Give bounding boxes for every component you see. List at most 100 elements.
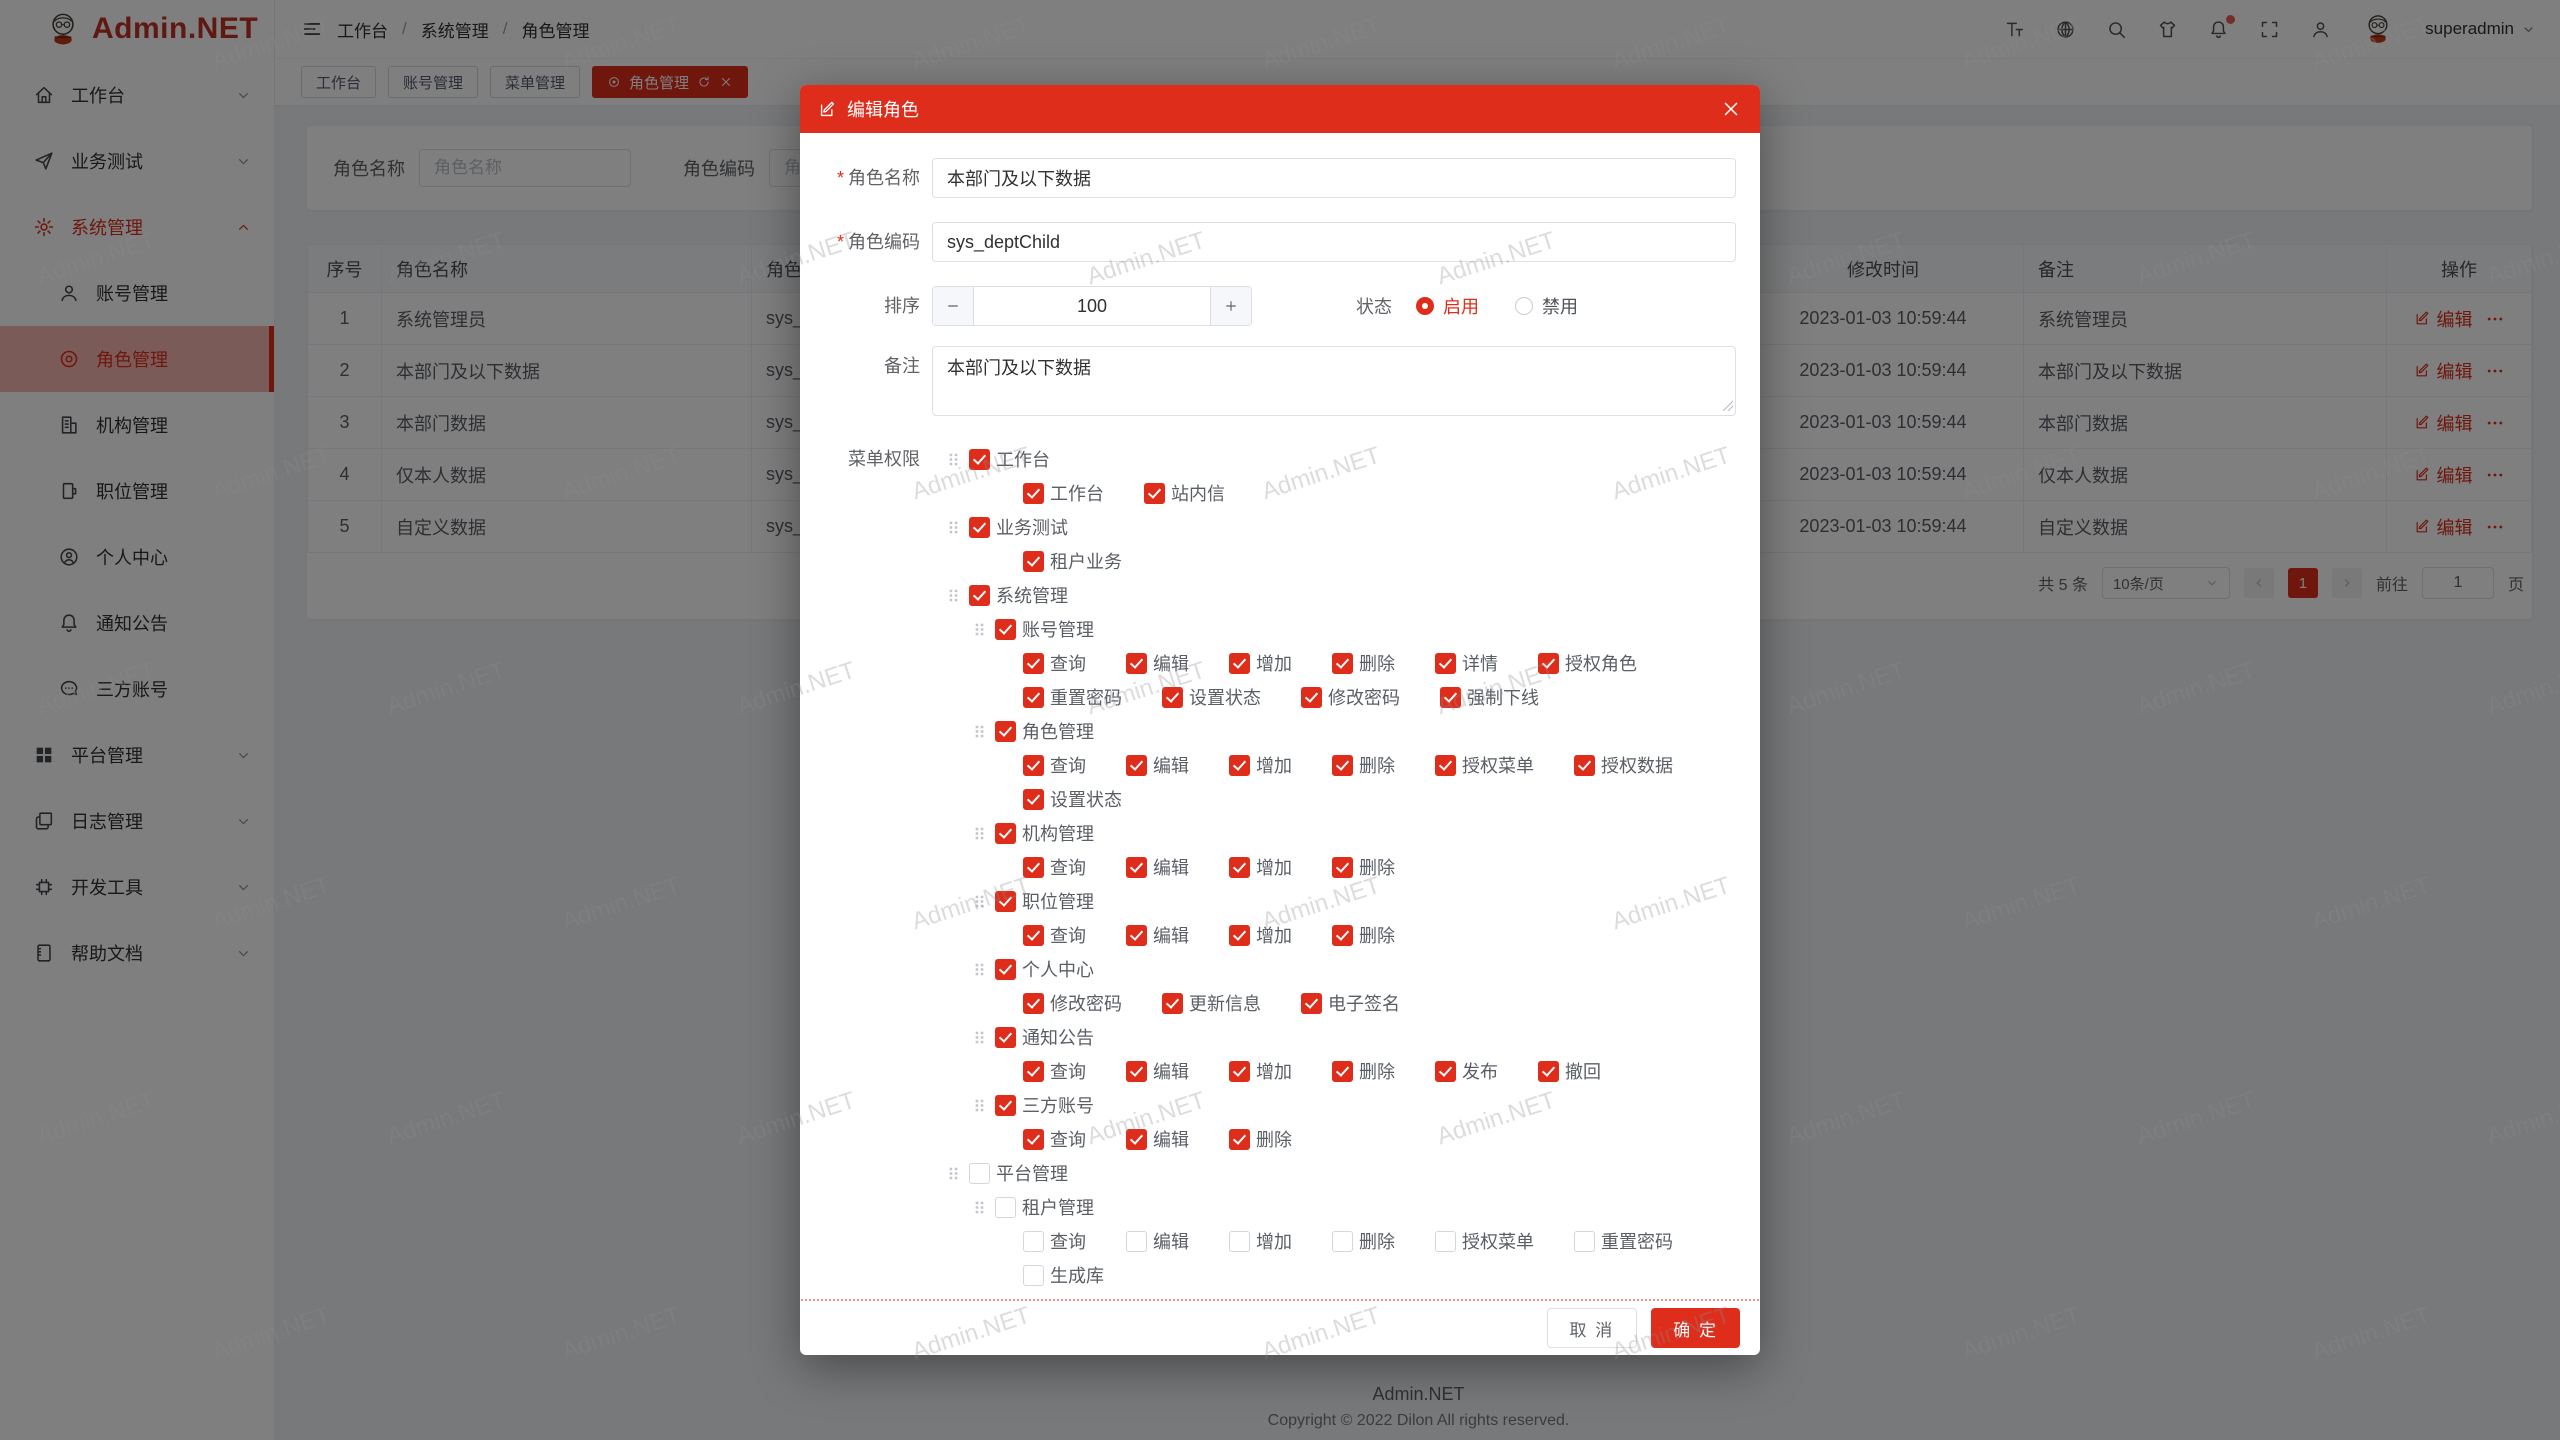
- permission-checkbox[interactable]: [1023, 1128, 1044, 1150]
- tree-node-checkbox[interactable]: [969, 584, 990, 606]
- drag-handle-icon[interactable]: [971, 825, 988, 842]
- drag-handle-icon[interactable]: [971, 961, 988, 978]
- permission-label: 查询: [1050, 1062, 1086, 1082]
- tree-node-label: 机构管理: [1022, 824, 1094, 844]
- permission-checkbox[interactable]: [1126, 856, 1147, 878]
- permission-checkbox[interactable]: [1126, 1128, 1147, 1150]
- tree-node-checkbox[interactable]: [969, 516, 990, 538]
- tree-node-checkbox[interactable]: [995, 822, 1016, 844]
- permission-item: 查询: [1023, 1058, 1086, 1084]
- permission-checkbox[interactable]: [1332, 754, 1353, 776]
- sort-value[interactable]: 100: [1076, 295, 1108, 316]
- permission-checkbox[interactable]: [1435, 754, 1456, 776]
- permission-checkbox[interactable]: [1023, 550, 1044, 572]
- permission-checkbox[interactable]: [1144, 482, 1165, 504]
- permission-checkbox[interactable]: [1435, 1230, 1456, 1252]
- permission-checkbox[interactable]: [1574, 1230, 1595, 1252]
- permission-checkbox[interactable]: [1332, 652, 1353, 674]
- drag-handle-icon[interactable]: [971, 893, 988, 910]
- permission-checkbox[interactable]: [1023, 1264, 1044, 1286]
- permission-item: 生成库: [1023, 1262, 1104, 1288]
- permission-checkbox[interactable]: [1229, 652, 1250, 674]
- permission-checkbox[interactable]: [1332, 1060, 1353, 1082]
- permission-checkbox[interactable]: [1301, 686, 1322, 708]
- permission-checkbox[interactable]: [1301, 992, 1322, 1014]
- permission-label: 详情: [1462, 654, 1498, 674]
- permission-checkbox[interactable]: [1229, 1128, 1250, 1150]
- permission-checkbox[interactable]: [1229, 856, 1250, 878]
- permission-checkbox[interactable]: [1332, 856, 1353, 878]
- increase-button[interactable]: [1210, 287, 1251, 325]
- drag-handle-icon[interactable]: [945, 519, 962, 536]
- role-code-input[interactable]: [932, 222, 1736, 262]
- permission-checkbox[interactable]: [1023, 1060, 1044, 1082]
- drag-handle-icon[interactable]: [945, 587, 962, 604]
- tree-node-checkbox[interactable]: [969, 448, 990, 470]
- permission-checkbox[interactable]: [1435, 652, 1456, 674]
- tree-node-checkbox[interactable]: [995, 1196, 1016, 1218]
- permission-item: 查询: [1023, 922, 1086, 948]
- permission-checkbox[interactable]: [1162, 686, 1183, 708]
- permission-label: 撤回: [1565, 1062, 1601, 1082]
- drag-handle-icon[interactable]: [945, 1165, 962, 1182]
- drag-handle-icon[interactable]: [971, 723, 988, 740]
- role-name-input[interactable]: [932, 158, 1736, 198]
- permission-checkbox[interactable]: [1538, 652, 1559, 674]
- permission-item: 编辑: [1126, 1126, 1189, 1152]
- permission-checkbox[interactable]: [1126, 754, 1147, 776]
- permission-checkbox[interactable]: [1023, 856, 1044, 878]
- permission-checkbox[interactable]: [1435, 1060, 1456, 1082]
- tree-node-checkbox[interactable]: [995, 890, 1016, 912]
- tree-permission-row: 查询 编辑 删除: [1023, 1122, 1736, 1156]
- permission-checkbox[interactable]: [1162, 992, 1183, 1014]
- tree-node-checkbox[interactable]: [995, 720, 1016, 742]
- permission-checkbox[interactable]: [1023, 1230, 1044, 1252]
- permission-checkbox[interactable]: [1440, 686, 1461, 708]
- permission-checkbox[interactable]: [1538, 1060, 1559, 1082]
- drag-handle-icon[interactable]: [971, 621, 988, 638]
- cancel-button[interactable]: 取 消: [1546, 1308, 1638, 1348]
- decrease-button[interactable]: [933, 287, 974, 325]
- dialog-footer: 取 消 确 定: [800, 1301, 1760, 1355]
- tree-node-label: 系统管理: [996, 586, 1068, 606]
- tree-node-checkbox[interactable]: [995, 958, 1016, 980]
- permission-checkbox[interactable]: [1229, 1060, 1250, 1082]
- permission-checkbox[interactable]: [1023, 686, 1044, 708]
- permission-label: 删除: [1359, 654, 1395, 674]
- permission-checkbox[interactable]: [1229, 754, 1250, 776]
- drag-handle-icon[interactable]: [945, 451, 962, 468]
- permission-checkbox[interactable]: [1126, 1060, 1147, 1082]
- confirm-button[interactable]: 确 定: [1651, 1308, 1740, 1348]
- permission-item: 强制下线: [1440, 684, 1539, 710]
- permission-checkbox[interactable]: [1023, 992, 1044, 1014]
- permission-item: 发布: [1435, 1058, 1498, 1084]
- tree-node-checkbox[interactable]: [969, 1162, 990, 1184]
- permission-checkbox[interactable]: [1332, 1230, 1353, 1252]
- permission-checkbox[interactable]: [1229, 924, 1250, 946]
- permission-checkbox[interactable]: [1126, 1230, 1147, 1252]
- permission-item: 查询: [1023, 650, 1086, 676]
- permission-checkbox[interactable]: [1023, 924, 1044, 946]
- tree-permission-row: 查询 编辑 增加 删除 授权菜单 重置密码: [1023, 1224, 1736, 1258]
- permission-item: 查询: [1023, 752, 1086, 778]
- permission-checkbox[interactable]: [1023, 482, 1044, 504]
- permission-checkbox[interactable]: [1023, 652, 1044, 674]
- permission-checkbox[interactable]: [1126, 924, 1147, 946]
- tree-node-checkbox[interactable]: [995, 1026, 1016, 1048]
- drag-handle-icon[interactable]: [971, 1097, 988, 1114]
- tree-node-checkbox[interactable]: [995, 1094, 1016, 1116]
- permission-checkbox[interactable]: [1574, 754, 1595, 776]
- status-radio[interactable]: 禁用: [1515, 293, 1578, 319]
- remark-textarea[interactable]: 本部门及以下数据: [932, 346, 1736, 416]
- permission-checkbox[interactable]: [1023, 788, 1044, 810]
- permission-checkbox[interactable]: [1023, 754, 1044, 776]
- permission-checkbox[interactable]: [1229, 1230, 1250, 1252]
- permission-checkbox[interactable]: [1332, 924, 1353, 946]
- drag-handle-icon[interactable]: [971, 1029, 988, 1046]
- drag-handle-icon[interactable]: [971, 1199, 988, 1216]
- tree-node-checkbox[interactable]: [995, 618, 1016, 640]
- permission-checkbox[interactable]: [1126, 652, 1147, 674]
- permission-label: 增加: [1256, 926, 1292, 946]
- close-icon[interactable]: [1720, 98, 1742, 120]
- status-radio[interactable]: 启用: [1416, 293, 1479, 319]
